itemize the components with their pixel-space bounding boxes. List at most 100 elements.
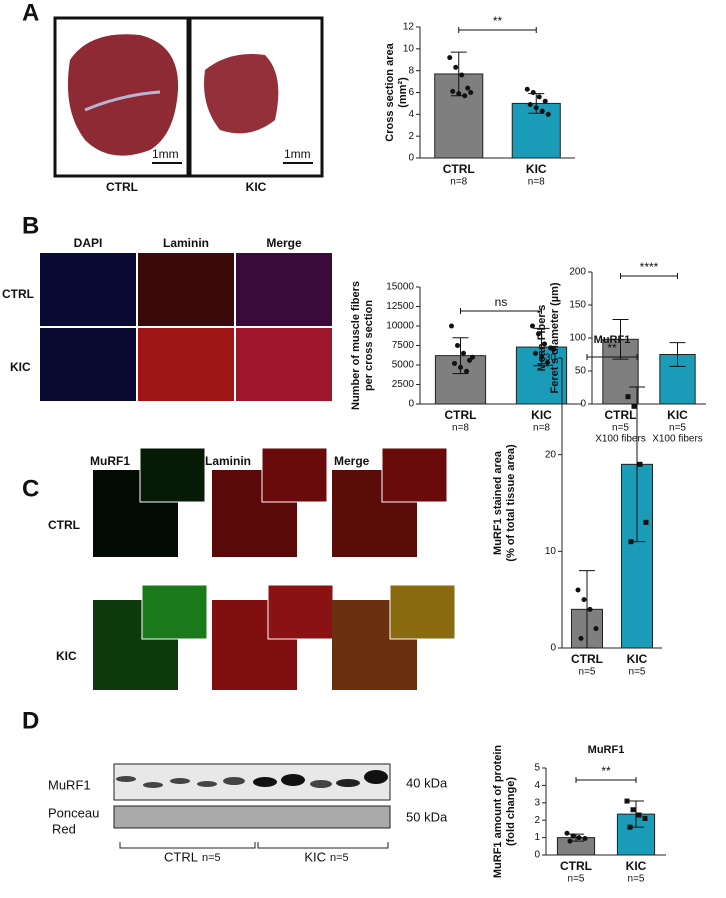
inset [389, 584, 456, 640]
data-point [575, 587, 581, 593]
y-tick-label: 15000 [386, 282, 414, 293]
data-point [465, 85, 471, 91]
y-tick-label: 0 [580, 399, 586, 410]
y-tick-label: 0 [534, 850, 540, 861]
bracket [119, 842, 389, 849]
data-point [642, 815, 648, 821]
data-point [542, 341, 547, 347]
x-tick-label: CTRL [571, 652, 603, 666]
y-tick-label: 2500 [392, 379, 415, 390]
significance: ** [601, 764, 611, 778]
error-bar [669, 342, 686, 367]
x-sub-label: n=5 [669, 423, 686, 434]
panel-letter: B [22, 212, 39, 239]
data-point [453, 64, 459, 70]
x-tick-label: KIC [531, 408, 552, 422]
data-point [447, 55, 453, 61]
data-point [539, 108, 545, 114]
y-tick-label: 12 [403, 22, 415, 33]
x-sub-label: X100 fibers [595, 434, 646, 445]
micrograph [236, 328, 332, 401]
y-tick-label: 4 [534, 780, 540, 791]
data-point [587, 606, 593, 612]
data-point [459, 72, 465, 78]
y-tick-label: 3 [534, 797, 540, 808]
x-sub-label: n=5 [612, 423, 629, 434]
y-axis-label: Number of muscle fibers [350, 281, 362, 410]
micrograph [40, 328, 136, 401]
row-label: Red [52, 821, 76, 836]
y-axis-label: (mm²) [397, 77, 409, 108]
inset [141, 584, 208, 640]
scale-label: 1mm [152, 147, 179, 161]
significance: ns [495, 295, 508, 309]
data-point [533, 105, 539, 111]
data-point [581, 597, 587, 603]
bands [116, 770, 388, 788]
panel-letter: A [22, 0, 39, 26]
data-point [467, 357, 472, 363]
stain-label: Merge [334, 454, 370, 468]
x-tick-label: KIC [627, 652, 648, 666]
x-tick-label: KIC [626, 859, 647, 873]
data-point [564, 830, 570, 836]
y-tick-label: 10 [545, 546, 557, 557]
y-axis-label: Mean Fiber's [536, 305, 548, 372]
data-point [530, 323, 535, 329]
y-tick-label: 10 [403, 43, 415, 54]
y-tick-label: 6 [408, 87, 414, 98]
data-point [533, 350, 538, 356]
data-point [450, 88, 456, 94]
data-point [470, 354, 475, 360]
x-sub-label: n=8 [450, 177, 467, 188]
y-axis-label: Feret's diameter (µm) [549, 282, 561, 393]
x-tick-label: CTRL [443, 162, 475, 176]
data-point [627, 824, 633, 830]
size-label: 50 kDa [406, 809, 448, 824]
inset [381, 447, 448, 503]
data-point [452, 360, 457, 366]
micrograph [138, 328, 234, 401]
x-sub-label: n=8 [533, 423, 550, 434]
x-tick-label: CTRL [605, 408, 637, 422]
data-point [593, 626, 599, 632]
data-point [567, 838, 573, 844]
y-tick-label: 2 [534, 815, 540, 826]
tissue [67, 34, 179, 156]
row-label: MuRF1 [48, 777, 91, 792]
size-label: 40 kDa [406, 775, 448, 790]
stain-label: DAPI [74, 236, 103, 250]
inset [139, 447, 206, 503]
y-tick-label: 150 [569, 300, 586, 311]
row-label: Ponceau [48, 805, 99, 820]
data-point [455, 343, 460, 348]
data-point [542, 98, 548, 104]
y-tick-label: 4 [408, 109, 414, 120]
inset [261, 447, 328, 503]
significance-bracket [458, 27, 537, 33]
data-point [625, 394, 631, 400]
tissue [204, 54, 279, 134]
y-tick-label: 2 [408, 131, 414, 142]
y-tick-label: 0 [408, 399, 414, 410]
data-point [536, 331, 541, 337]
stain-label: Merge [266, 236, 302, 250]
y-axis-label: (% of total tissue area) [505, 444, 517, 562]
n-label: n=5 [202, 852, 221, 864]
panel-letter: D [22, 707, 39, 734]
y-tick-label: 5 [534, 763, 540, 774]
y-axis-label: (fold change) [505, 777, 517, 846]
y-tick-label: 20 [545, 449, 557, 460]
x-sub-label: n=8 [452, 423, 469, 434]
data-point [630, 807, 636, 813]
data-point [449, 323, 454, 329]
y-tick-label: 50 [575, 366, 587, 377]
group-label: KIC [56, 649, 77, 663]
data-point [468, 90, 474, 95]
data-point [637, 461, 643, 467]
y-tick-label: 5000 [392, 360, 415, 371]
data-point [628, 539, 634, 545]
y-tick-label: 0 [408, 153, 414, 164]
x-sub-label: X100 fibers [652, 434, 703, 445]
